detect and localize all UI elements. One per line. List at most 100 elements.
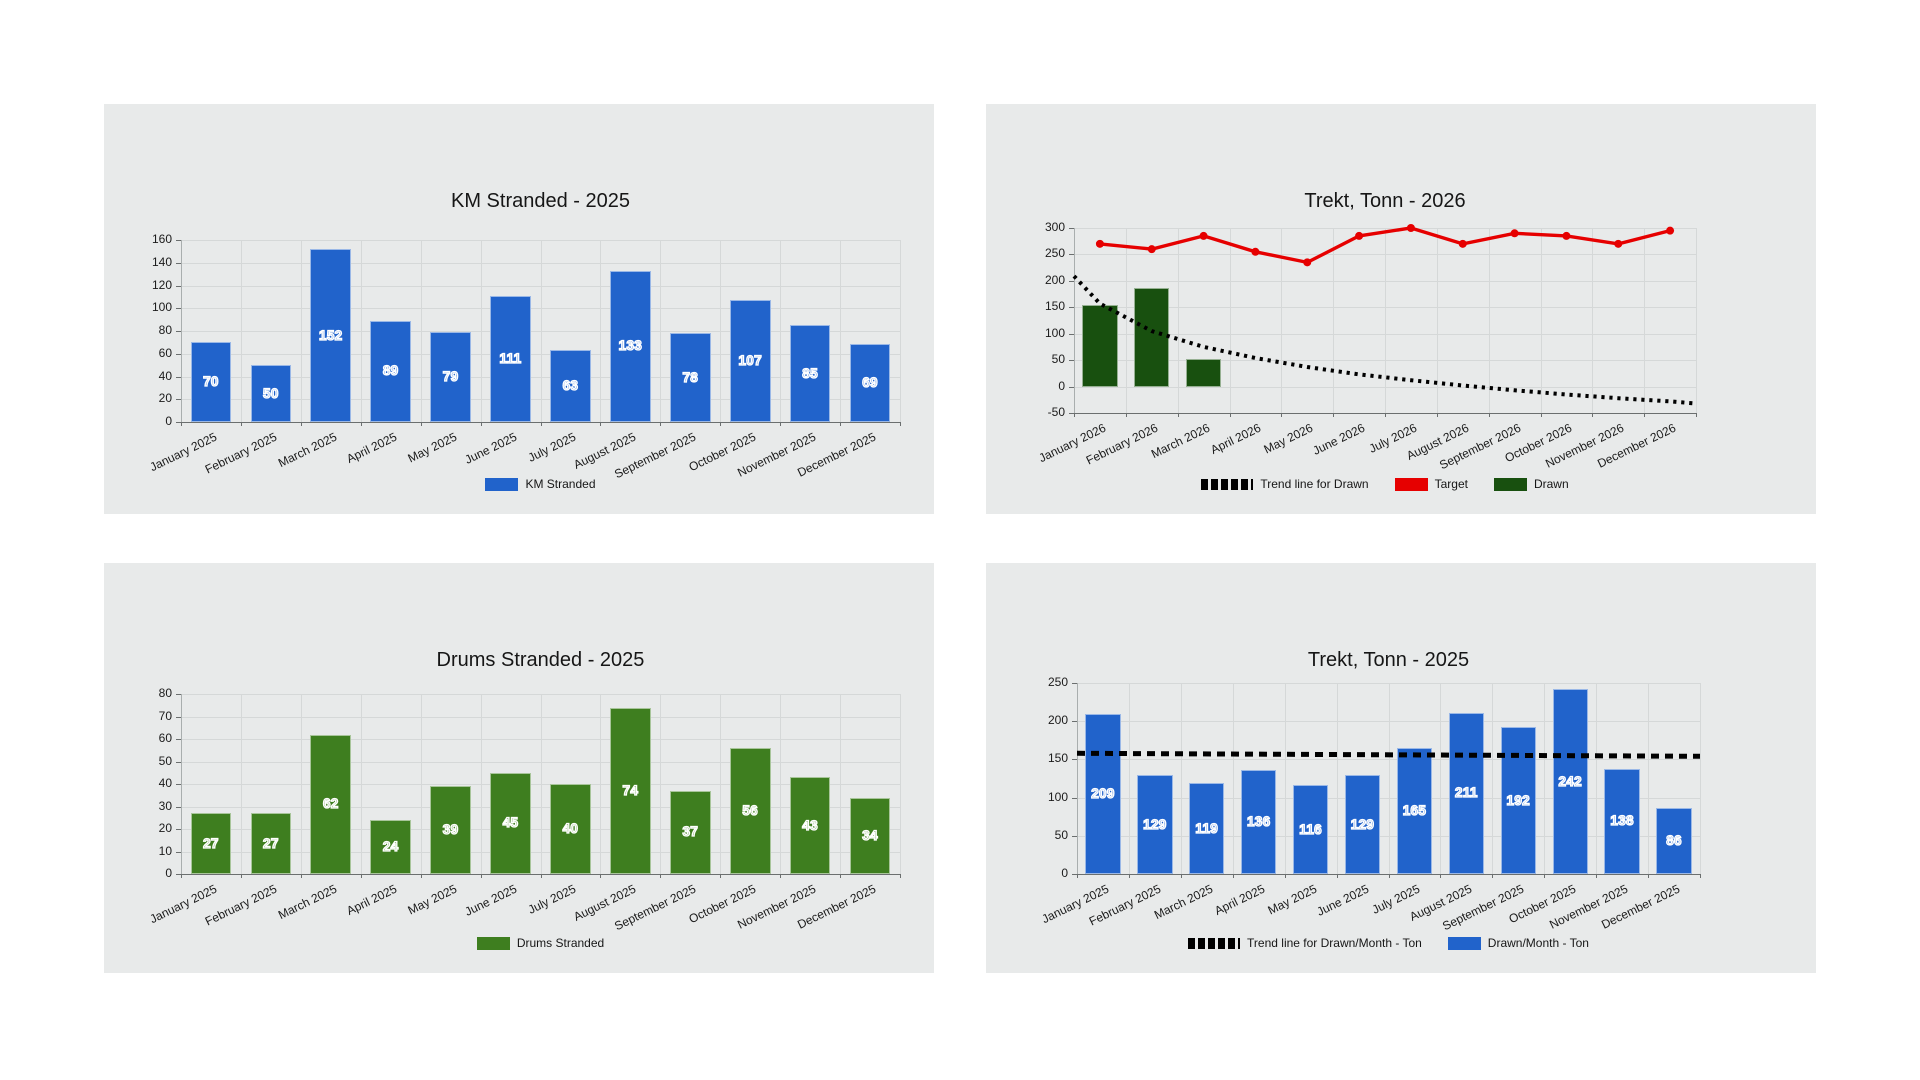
v-gridline bbox=[1544, 683, 1546, 874]
v-gridline bbox=[1333, 228, 1335, 413]
bar[interactable] bbox=[1082, 304, 1118, 387]
y-tick-label: 0 bbox=[1061, 866, 1068, 880]
chart-panel-drums-stranded-2025: Drums Stranded - 2025 0 10 20 30 40 50 60 70 80 27… bbox=[104, 563, 934, 973]
bar[interactable] bbox=[1085, 714, 1121, 874]
x-tick-mark bbox=[900, 422, 901, 426]
v-gridline bbox=[840, 240, 842, 422]
v-gridline bbox=[360, 694, 362, 874]
y-tick-label: 50 bbox=[1054, 827, 1068, 842]
bar[interactable] bbox=[550, 784, 591, 874]
bar[interactable] bbox=[849, 343, 891, 422]
bar[interactable] bbox=[1241, 770, 1277, 874]
y-tick-mark bbox=[176, 285, 181, 287]
bar[interactable] bbox=[190, 813, 232, 874]
bar[interactable] bbox=[250, 365, 292, 422]
bar[interactable] bbox=[1604, 768, 1640, 874]
legend: Trend line for Drawn/Month - Ton Drawn/Mo… bbox=[1077, 935, 1700, 951]
bar[interactable] bbox=[1134, 287, 1170, 387]
bar[interactable] bbox=[1344, 775, 1381, 874]
y-tick-label: 80 bbox=[158, 686, 172, 700]
bar[interactable] bbox=[789, 325, 831, 422]
bar[interactable] bbox=[370, 820, 412, 874]
y-tick-label: 70 bbox=[158, 708, 172, 723]
legend-swatch-dotted-line bbox=[1201, 478, 1254, 490]
y-tick-mark bbox=[176, 422, 181, 423]
bar[interactable] bbox=[190, 342, 232, 422]
bar[interactable] bbox=[729, 300, 771, 422]
bar[interactable] bbox=[1292, 785, 1329, 874]
bar[interactable] bbox=[669, 790, 711, 874]
y-tick-label: 100 bbox=[151, 300, 172, 315]
y-tick-mark bbox=[1069, 254, 1074, 256]
bar-value-label: 56 bbox=[742, 802, 759, 818]
bar[interactable] bbox=[789, 777, 831, 874]
y-axis-line bbox=[181, 694, 182, 874]
y-tick-mark bbox=[176, 716, 181, 718]
bar-value-label: 107 bbox=[738, 352, 762, 369]
legend-item[interactable]: Trend line for Drawn bbox=[1201, 477, 1369, 491]
x-tick-mark bbox=[1180, 874, 1182, 878]
v-gridline bbox=[480, 240, 482, 422]
legend-item[interactable]: Target bbox=[1394, 477, 1468, 491]
bar[interactable] bbox=[1500, 727, 1536, 874]
legend-item[interactable]: Drawn/Month - Ton bbox=[1447, 936, 1589, 950]
bar[interactable] bbox=[490, 772, 531, 874]
bar[interactable] bbox=[430, 332, 471, 422]
y-tick-mark bbox=[176, 874, 181, 875]
legend-item[interactable]: KM Stranded bbox=[485, 477, 596, 491]
bar[interactable] bbox=[1656, 808, 1692, 874]
y-tick-label: 150 bbox=[1047, 751, 1068, 766]
x-tick-mark bbox=[1333, 413, 1335, 417]
bar[interactable] bbox=[490, 295, 531, 422]
legend-item[interactable]: Drums Stranded bbox=[476, 936, 604, 950]
bar[interactable] bbox=[729, 748, 771, 874]
bar[interactable] bbox=[550, 350, 591, 422]
x-tick-mark bbox=[840, 422, 842, 426]
v-gridline bbox=[1540, 228, 1542, 413]
x-tick-mark bbox=[181, 422, 182, 426]
bar[interactable] bbox=[430, 786, 471, 874]
y-tick-label: 140 bbox=[151, 254, 172, 269]
v-gridline bbox=[1177, 228, 1179, 413]
legend-item[interactable]: Trend line for Drawn/Month - Ton bbox=[1188, 936, 1422, 950]
bar[interactable] bbox=[1396, 747, 1433, 874]
bar[interactable] bbox=[310, 249, 352, 422]
v-gridline bbox=[1700, 683, 1701, 874]
bar[interactable] bbox=[610, 707, 651, 874]
chart-title: Drums Stranded - 2025 bbox=[436, 649, 645, 671]
chart-title: Trekt, Tonn - 2026 bbox=[1304, 190, 1466, 212]
bar[interactable] bbox=[310, 734, 352, 874]
bar-value-label: 40 bbox=[562, 820, 579, 836]
y-tick-label: 30 bbox=[158, 798, 172, 813]
bar[interactable] bbox=[1189, 783, 1225, 874]
y-tick-label: 40 bbox=[158, 776, 172, 790]
v-gridline bbox=[900, 694, 901, 874]
bar[interactable] bbox=[1137, 775, 1173, 874]
bar-value-label: 45 bbox=[502, 815, 519, 831]
legend-item[interactable]: Drawn bbox=[1493, 477, 1569, 491]
v-gridline bbox=[660, 240, 662, 422]
v-gridline bbox=[1440, 683, 1442, 874]
bar[interactable] bbox=[1552, 689, 1588, 874]
bar[interactable] bbox=[250, 813, 292, 874]
v-gridline bbox=[1388, 683, 1390, 874]
x-tick-mark bbox=[1648, 874, 1650, 878]
v-gridline bbox=[1284, 683, 1286, 874]
chart-title: Trekt, Tonn - 2025 bbox=[1307, 649, 1470, 671]
x-tick-mark bbox=[1229, 413, 1231, 417]
bar[interactable] bbox=[370, 320, 412, 422]
v-gridline bbox=[1385, 228, 1386, 413]
x-tick-mark bbox=[1077, 874, 1078, 878]
x-tick-mark bbox=[540, 874, 542, 878]
bar-value-label: 85 bbox=[802, 365, 819, 381]
x-tick-mark bbox=[1125, 413, 1127, 417]
target-point bbox=[1147, 245, 1156, 254]
v-gridline bbox=[1492, 683, 1494, 874]
bar[interactable] bbox=[610, 270, 651, 422]
bar[interactable] bbox=[1185, 359, 1222, 387]
bar[interactable] bbox=[849, 797, 891, 874]
bar[interactable] bbox=[1448, 712, 1485, 874]
y-tick-mark bbox=[176, 851, 181, 853]
bar[interactable] bbox=[669, 333, 711, 422]
y-tick-label: 40 bbox=[158, 368, 172, 383]
